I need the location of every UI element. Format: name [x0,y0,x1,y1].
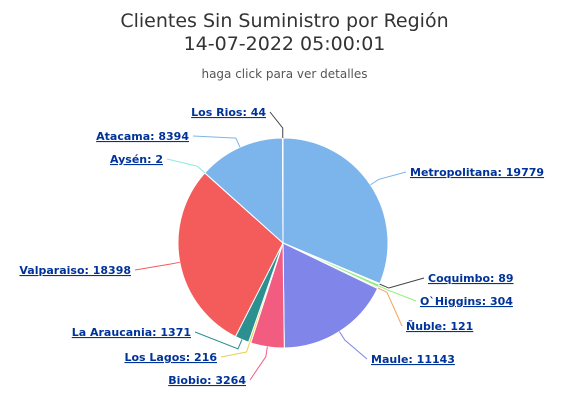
connector-coquimbo [379,277,425,289]
data-label-metropolitana[interactable]: Metropolitana: 19779 [410,166,544,179]
pie-slice-valparaiso[interactable] [177,172,284,338]
connector-ays-n [166,158,206,174]
connector-atacama [192,135,241,148]
connector-metropolitana [370,171,407,186]
data-label-la-araucania[interactable]: La Araucania: 1371 [72,326,191,339]
connector-ñuble [377,287,403,327]
data-label-los-lagos[interactable]: Los Lagos: 216 [124,351,217,364]
connector-los-rios [269,111,284,139]
chart-subtitle: haga click para ver detalles [201,67,368,81]
label-connectors [134,111,425,381]
data-labels: Metropolitana: 19779 Coquimbo: 89 O`Higgin… [19,106,544,387]
connector-la-araucania [194,331,243,350]
data-label-biobio[interactable]: Biobio: 3264 [168,374,246,387]
chart-title-line1: Clientes Sin Suministro por Región [120,10,449,32]
data-label-coquimbo[interactable]: Coquimbo: 89 [428,272,514,285]
connector-biobio [249,346,268,381]
chart-title: Clientes Sin Suministro por Región 14-07… [0,10,569,56]
pie-slice-atacama[interactable] [204,137,284,245]
pie-slice-metropolitana[interactable] [282,137,389,285]
connector-los-lagos [220,342,251,358]
data-label-los-rios[interactable]: Los Rios: 44 [191,106,266,119]
chart-title-line2: 14-07-2022 05:00:01 [183,33,386,55]
pie-slices [177,137,389,349]
connector-o-higgins [378,285,417,302]
connector-valparaiso [134,261,180,271]
data-label-ays-n[interactable]: Aysén: 2 [110,153,163,166]
data-label-valparaiso[interactable]: Valparaiso: 18398 [19,264,131,277]
data-label-ñuble[interactable]: Ñuble: 121 [406,320,473,333]
data-label-o-higgins[interactable]: O`Higgins: 304 [420,295,513,308]
connector-maule [338,331,368,360]
data-label-atacama[interactable]: Atacama: 8394 [96,130,189,143]
data-label-maule[interactable]: Maule: 11143 [371,353,455,366]
